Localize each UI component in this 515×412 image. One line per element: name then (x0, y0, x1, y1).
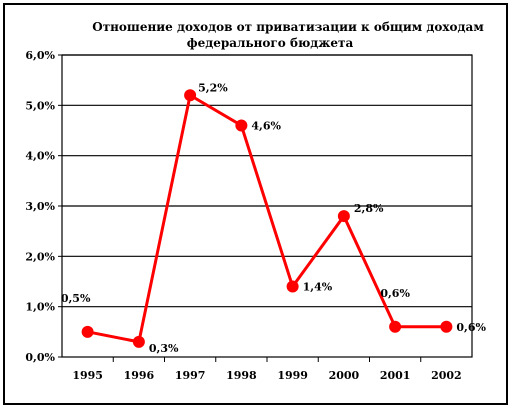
y-tick-label: 3,0% (25, 200, 55, 213)
x-tick-label: 1999 (277, 369, 308, 382)
x-tick-label: 2001 (380, 369, 411, 382)
x-tick-label: 2002 (431, 369, 462, 382)
chart-title-line-2: федерального бюджета (187, 36, 354, 50)
data-label: 4,6% (251, 119, 281, 132)
data-label: 2,8% (354, 202, 384, 215)
data-point (286, 280, 299, 293)
x-tick-label: 1995 (72, 369, 103, 382)
data-label: 0,6% (380, 287, 410, 300)
data-point (337, 210, 350, 223)
x-tick-label: 1997 (175, 369, 206, 382)
data-label: 0,5% (61, 292, 91, 305)
chart-frame (3, 3, 508, 405)
y-tick-label: 5,0% (25, 99, 55, 112)
data-label: 0,6% (456, 321, 486, 334)
data-point (440, 320, 453, 333)
data-label: 0,3% (149, 342, 179, 355)
chart-title-line-1: Отношение доходов от приватизации к общи… (92, 20, 484, 34)
data-point (81, 325, 94, 338)
data-label: 5,2% (198, 81, 228, 94)
y-tick-label: 4,0% (25, 150, 55, 163)
y-tick-label: 6,0% (25, 49, 55, 62)
y-tick-label: 1,0% (25, 301, 55, 314)
x-tick-label: 1996 (124, 369, 155, 382)
data-point (235, 119, 248, 132)
y-tick-label: 0,0% (25, 351, 55, 364)
data-point (389, 320, 402, 333)
data-point (132, 335, 145, 348)
y-tick-label: 2,0% (25, 250, 55, 263)
x-tick-label: 1998 (226, 369, 257, 382)
x-tick-label: 2000 (329, 369, 360, 382)
series-line (87, 93, 447, 344)
data-point (184, 89, 197, 102)
data-label: 1,4% (303, 281, 333, 294)
